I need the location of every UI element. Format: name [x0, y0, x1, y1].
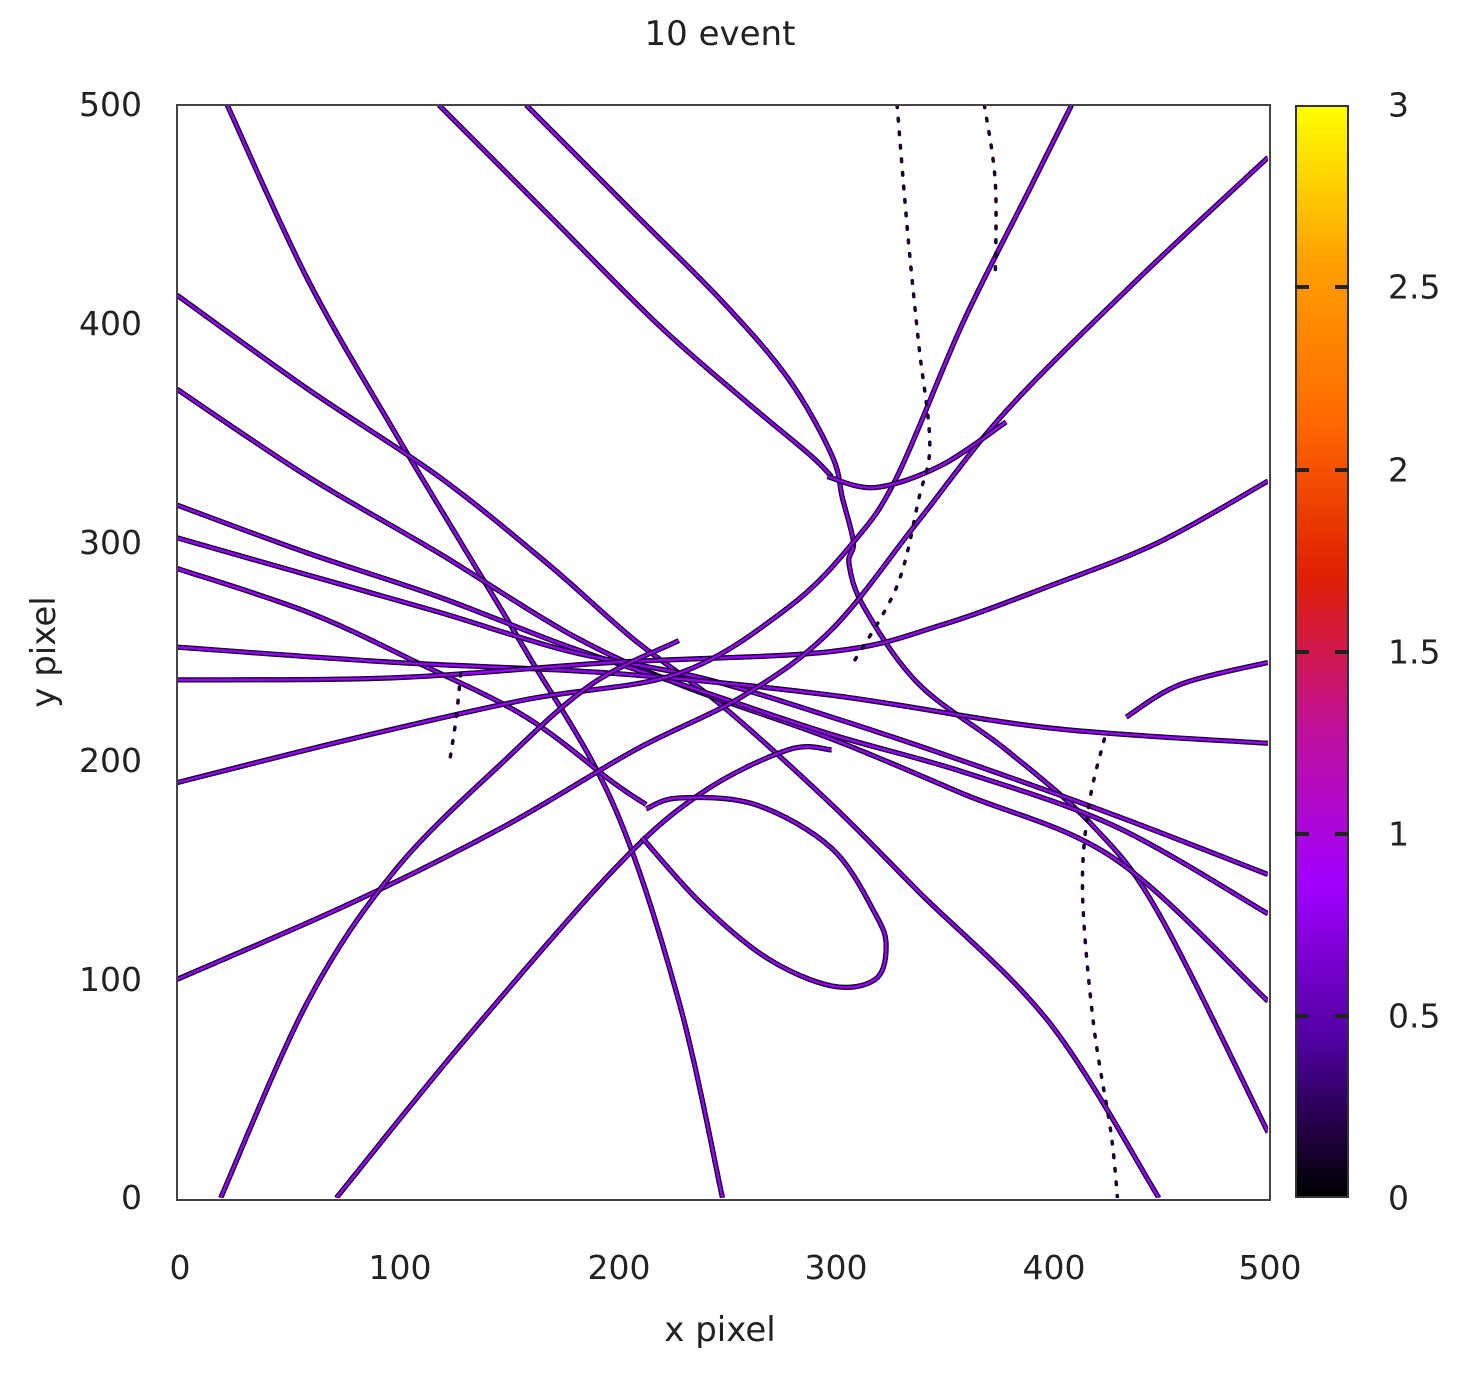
track-t10	[177, 478, 1268, 683]
track-t2	[436, 105, 834, 479]
x-tick-100: 100	[368, 1248, 432, 1287]
x-tick-400: 400	[1022, 1248, 1086, 1287]
y-tick-500: 500	[79, 85, 142, 124]
colorbar-label-0.5: 0.5	[1388, 996, 1441, 1036]
track-t16	[639, 794, 889, 991]
x-tick-0: 0	[169, 1248, 191, 1287]
x-axis-label: x pixel	[664, 1310, 776, 1350]
colorbar-label-2.5: 2.5	[1388, 267, 1441, 307]
x-tick-200: 200	[587, 1248, 651, 1287]
x-tick-500: 500	[1238, 1248, 1302, 1287]
colorbar-label-0: 0	[1388, 1178, 1409, 1218]
track-t8	[177, 565, 648, 807]
colorbar-label-1.5: 1.5	[1388, 632, 1441, 672]
track-t9	[177, 644, 1268, 746]
track-t6	[177, 502, 1268, 917]
track-t7	[177, 535, 1268, 877]
colorbar-label-1: 1	[1388, 814, 1409, 854]
y-tick-100: 100	[79, 960, 142, 999]
y-tick-300: 300	[79, 523, 142, 562]
y-tick-0: 0	[121, 1178, 142, 1217]
plot-area	[177, 105, 1268, 1198]
y-tick-400: 400	[79, 304, 142, 343]
y-tick-200: 200	[79, 741, 142, 780]
colorbar-label-2: 2	[1388, 450, 1409, 490]
track-canvas	[177, 105, 1268, 1198]
track-t21	[1080, 737, 1120, 1198]
track-t11	[177, 105, 1074, 786]
track-t3	[524, 105, 1268, 1134]
colorbar-label-3: 3	[1388, 85, 1409, 125]
track-t17	[1124, 659, 1268, 720]
track-t20	[448, 671, 463, 763]
track-t12	[177, 155, 1268, 982]
track-t18	[851, 105, 932, 665]
track-t4	[177, 293, 1162, 1198]
chart-title: 10 event	[644, 14, 796, 54]
track-t13	[218, 638, 681, 1198]
x-tick-300: 300	[804, 1248, 868, 1287]
y-axis-label: y pixel	[24, 596, 64, 708]
track-t19	[982, 105, 998, 282]
track-t14	[334, 744, 832, 1198]
track-t15	[826, 419, 1008, 491]
track-t1	[224, 105, 726, 1198]
